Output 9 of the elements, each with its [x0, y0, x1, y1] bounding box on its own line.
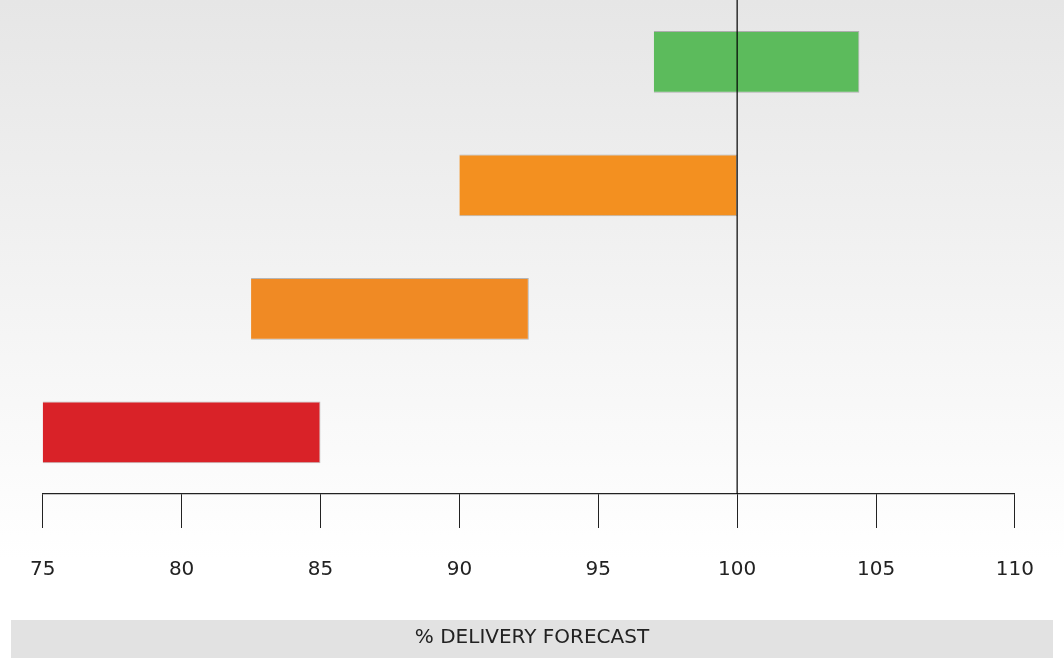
- x-tick-label: 110: [995, 556, 1035, 581]
- x-tick-label: 105: [856, 556, 896, 581]
- x-tick-label: 95: [585, 556, 611, 581]
- x-tick-label: 80: [168, 556, 195, 581]
- x-tick-label: 100: [718, 556, 757, 581]
- x-tick-label: 85: [307, 556, 334, 581]
- x-tick-label: 90: [446, 556, 473, 581]
- x-tick-label: 75: [30, 556, 56, 581]
- x-axis-title: % DELIVERY FORECAST: [11, 620, 1053, 658]
